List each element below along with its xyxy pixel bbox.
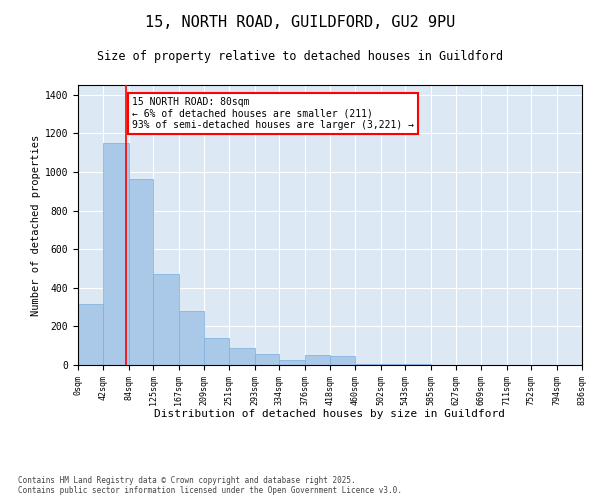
Text: 15 NORTH ROAD: 80sqm
← 6% of detached houses are smaller (211)
93% of semi-detac: 15 NORTH ROAD: 80sqm ← 6% of detached ho…	[131, 96, 413, 130]
Bar	[254, 354, 280, 365]
Y-axis label: Number of detached properties: Number of detached properties	[31, 134, 41, 316]
Bar	[229, 348, 254, 365]
Bar	[103, 143, 128, 365]
Bar	[406, 364, 431, 365]
Bar	[355, 364, 380, 365]
Bar	[280, 360, 305, 365]
Bar	[179, 311, 204, 365]
Bar	[154, 274, 179, 365]
Text: 15, NORTH ROAD, GUILDFORD, GU2 9PU: 15, NORTH ROAD, GUILDFORD, GU2 9PU	[145, 15, 455, 30]
Bar	[78, 304, 103, 365]
Bar	[330, 356, 355, 365]
Bar	[380, 364, 406, 365]
Text: Size of property relative to detached houses in Guildford: Size of property relative to detached ho…	[97, 50, 503, 63]
Bar	[128, 178, 154, 365]
Text: Contains HM Land Registry data © Crown copyright and database right 2025.
Contai: Contains HM Land Registry data © Crown c…	[18, 476, 402, 495]
X-axis label: Distribution of detached houses by size in Guildford: Distribution of detached houses by size …	[155, 409, 505, 419]
Bar	[305, 356, 330, 365]
Bar	[204, 338, 229, 365]
